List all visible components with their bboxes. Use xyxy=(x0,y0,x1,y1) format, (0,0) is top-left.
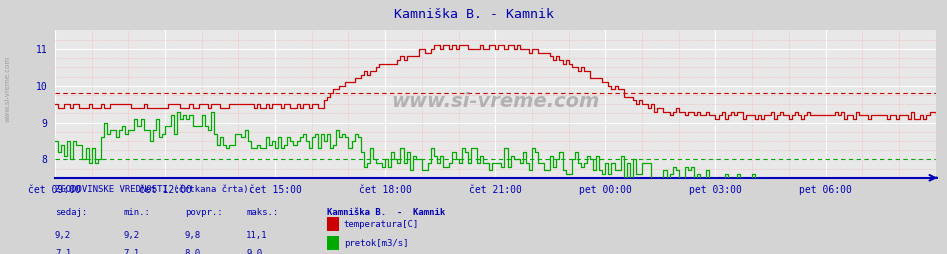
Text: Kamniška B. - Kamnik: Kamniška B. - Kamnik xyxy=(394,8,553,21)
Text: 9,2: 9,2 xyxy=(55,231,71,240)
Text: min.:: min.: xyxy=(123,208,150,217)
Text: 11,1: 11,1 xyxy=(246,231,268,240)
Text: www.si-vreme.com: www.si-vreme.com xyxy=(5,56,10,122)
Text: www.si-vreme.com: www.si-vreme.com xyxy=(391,92,599,111)
Text: temperatura[C]: temperatura[C] xyxy=(344,220,419,229)
Text: 7,1: 7,1 xyxy=(123,249,139,254)
Text: 9,0: 9,0 xyxy=(246,249,262,254)
Text: maks.:: maks.: xyxy=(246,208,278,217)
Text: 7,1: 7,1 xyxy=(55,249,71,254)
Text: povpr.:: povpr.: xyxy=(185,208,223,217)
Text: Kamniška B.  -  Kamnik: Kamniška B. - Kamnik xyxy=(327,208,445,217)
Text: 9,8: 9,8 xyxy=(185,231,201,240)
Text: 9,2: 9,2 xyxy=(123,231,139,240)
Text: ZGODOVINSKE VREDNOSTI (črtkana črta):: ZGODOVINSKE VREDNOSTI (črtkana črta): xyxy=(55,185,254,194)
Text: pretok[m3/s]: pretok[m3/s] xyxy=(344,239,408,248)
Text: sedaj:: sedaj: xyxy=(55,208,87,217)
Text: 8,0: 8,0 xyxy=(185,249,201,254)
